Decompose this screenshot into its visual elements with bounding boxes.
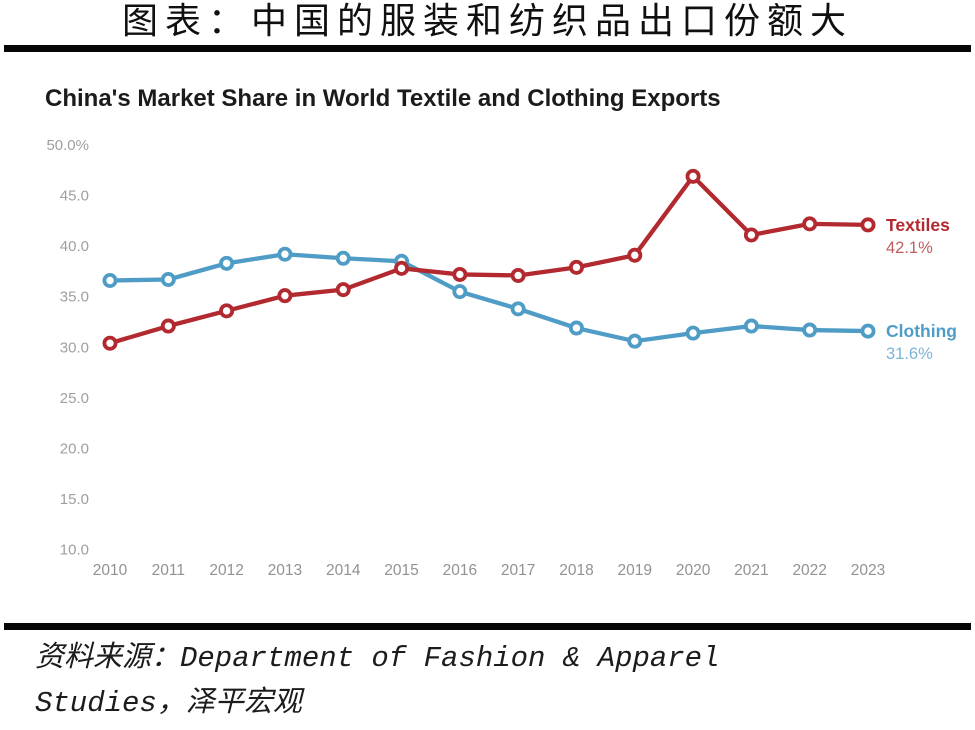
line-chart: 50.0%45.040.035.030.025.020.015.010.0201…: [46, 137, 957, 579]
textiles-marker: [102, 335, 118, 351]
x-tick-label: 2011: [152, 562, 185, 579]
x-tick-label: 2012: [209, 562, 243, 579]
x-tick-label: 2015: [384, 562, 418, 579]
textiles-line: [107, 174, 871, 346]
textiles-series-label: Textiles: [886, 215, 950, 235]
textiles-marker: [685, 168, 701, 184]
clothing-marker: [860, 323, 876, 339]
clothing-marker: [219, 255, 235, 271]
textiles-marker: [743, 227, 759, 243]
clothing-series-label: Clothing: [886, 321, 957, 341]
top-divider-bar: [4, 45, 971, 52]
y-tick-label: 20.0: [60, 440, 89, 457]
clothing-marker: [568, 320, 584, 336]
clothing-marker: [160, 271, 176, 287]
x-tick-label: 2017: [501, 562, 535, 579]
x-tick-label: 2014: [326, 562, 361, 579]
textiles-marker: [860, 217, 876, 233]
clothing-marker: [802, 322, 818, 338]
y-tick-label: 35.0: [60, 289, 89, 306]
textiles-marker: [510, 267, 526, 283]
x-tick-label: 2010: [93, 562, 128, 579]
x-tick-label: 2022: [792, 562, 826, 579]
textiles-marker: [568, 259, 584, 275]
source-line-2: Studies，泽平宏观: [35, 687, 302, 720]
x-tick-label: 2018: [559, 562, 593, 579]
textiles-marker: [802, 216, 818, 232]
source-note: 资料来源：Department of Fashion & Apparel Stu…: [35, 636, 965, 726]
clothing-marker: [627, 333, 643, 349]
y-tick-label: 10.0: [60, 542, 89, 559]
clothing-line: [107, 252, 871, 344]
y-tick-label: 25.0: [60, 390, 89, 407]
x-tick-label: 2023: [851, 562, 885, 579]
x-tick-label: 2019: [618, 562, 652, 579]
y-tick-label: 15.0: [60, 491, 89, 508]
clothing-marker: [510, 301, 526, 317]
clothing-marker: [277, 246, 293, 262]
page-title: 图表：中国的服装和纺织品出口份额大: [121, 1, 853, 42]
clothing-value-label: 31.6%: [886, 345, 933, 363]
textiles-value-label: 42.1%: [886, 239, 933, 257]
textiles-marker: [452, 266, 468, 282]
y-tick-label: 40.0: [60, 238, 89, 255]
textiles-marker: [277, 288, 293, 304]
bottom-divider-bar: [4, 623, 971, 630]
x-tick-label: 2013: [268, 562, 302, 579]
textiles-marker: [394, 260, 410, 276]
y-tick-label: 30.0: [60, 339, 89, 356]
x-tick-label: 2021: [734, 562, 768, 579]
textiles-marker: [219, 303, 235, 319]
x-tick-label: 2016: [443, 562, 477, 579]
clothing-marker: [102, 273, 118, 289]
y-tick-label: 50.0%: [46, 137, 89, 154]
y-tick-label: 45.0: [60, 188, 89, 205]
source-line-1: 资料来源：Department of Fashion & Apparel: [35, 642, 720, 675]
clothing-marker: [335, 250, 351, 266]
textiles-marker: [627, 247, 643, 263]
textiles-marker: [335, 282, 351, 298]
chart-title: China's Market Share in World Textile an…: [45, 85, 721, 112]
textiles-marker: [160, 318, 176, 334]
x-tick-label: 2020: [676, 562, 711, 579]
clothing-marker: [743, 318, 759, 334]
clothing-marker: [452, 284, 468, 300]
clothing-marker: [685, 325, 701, 341]
